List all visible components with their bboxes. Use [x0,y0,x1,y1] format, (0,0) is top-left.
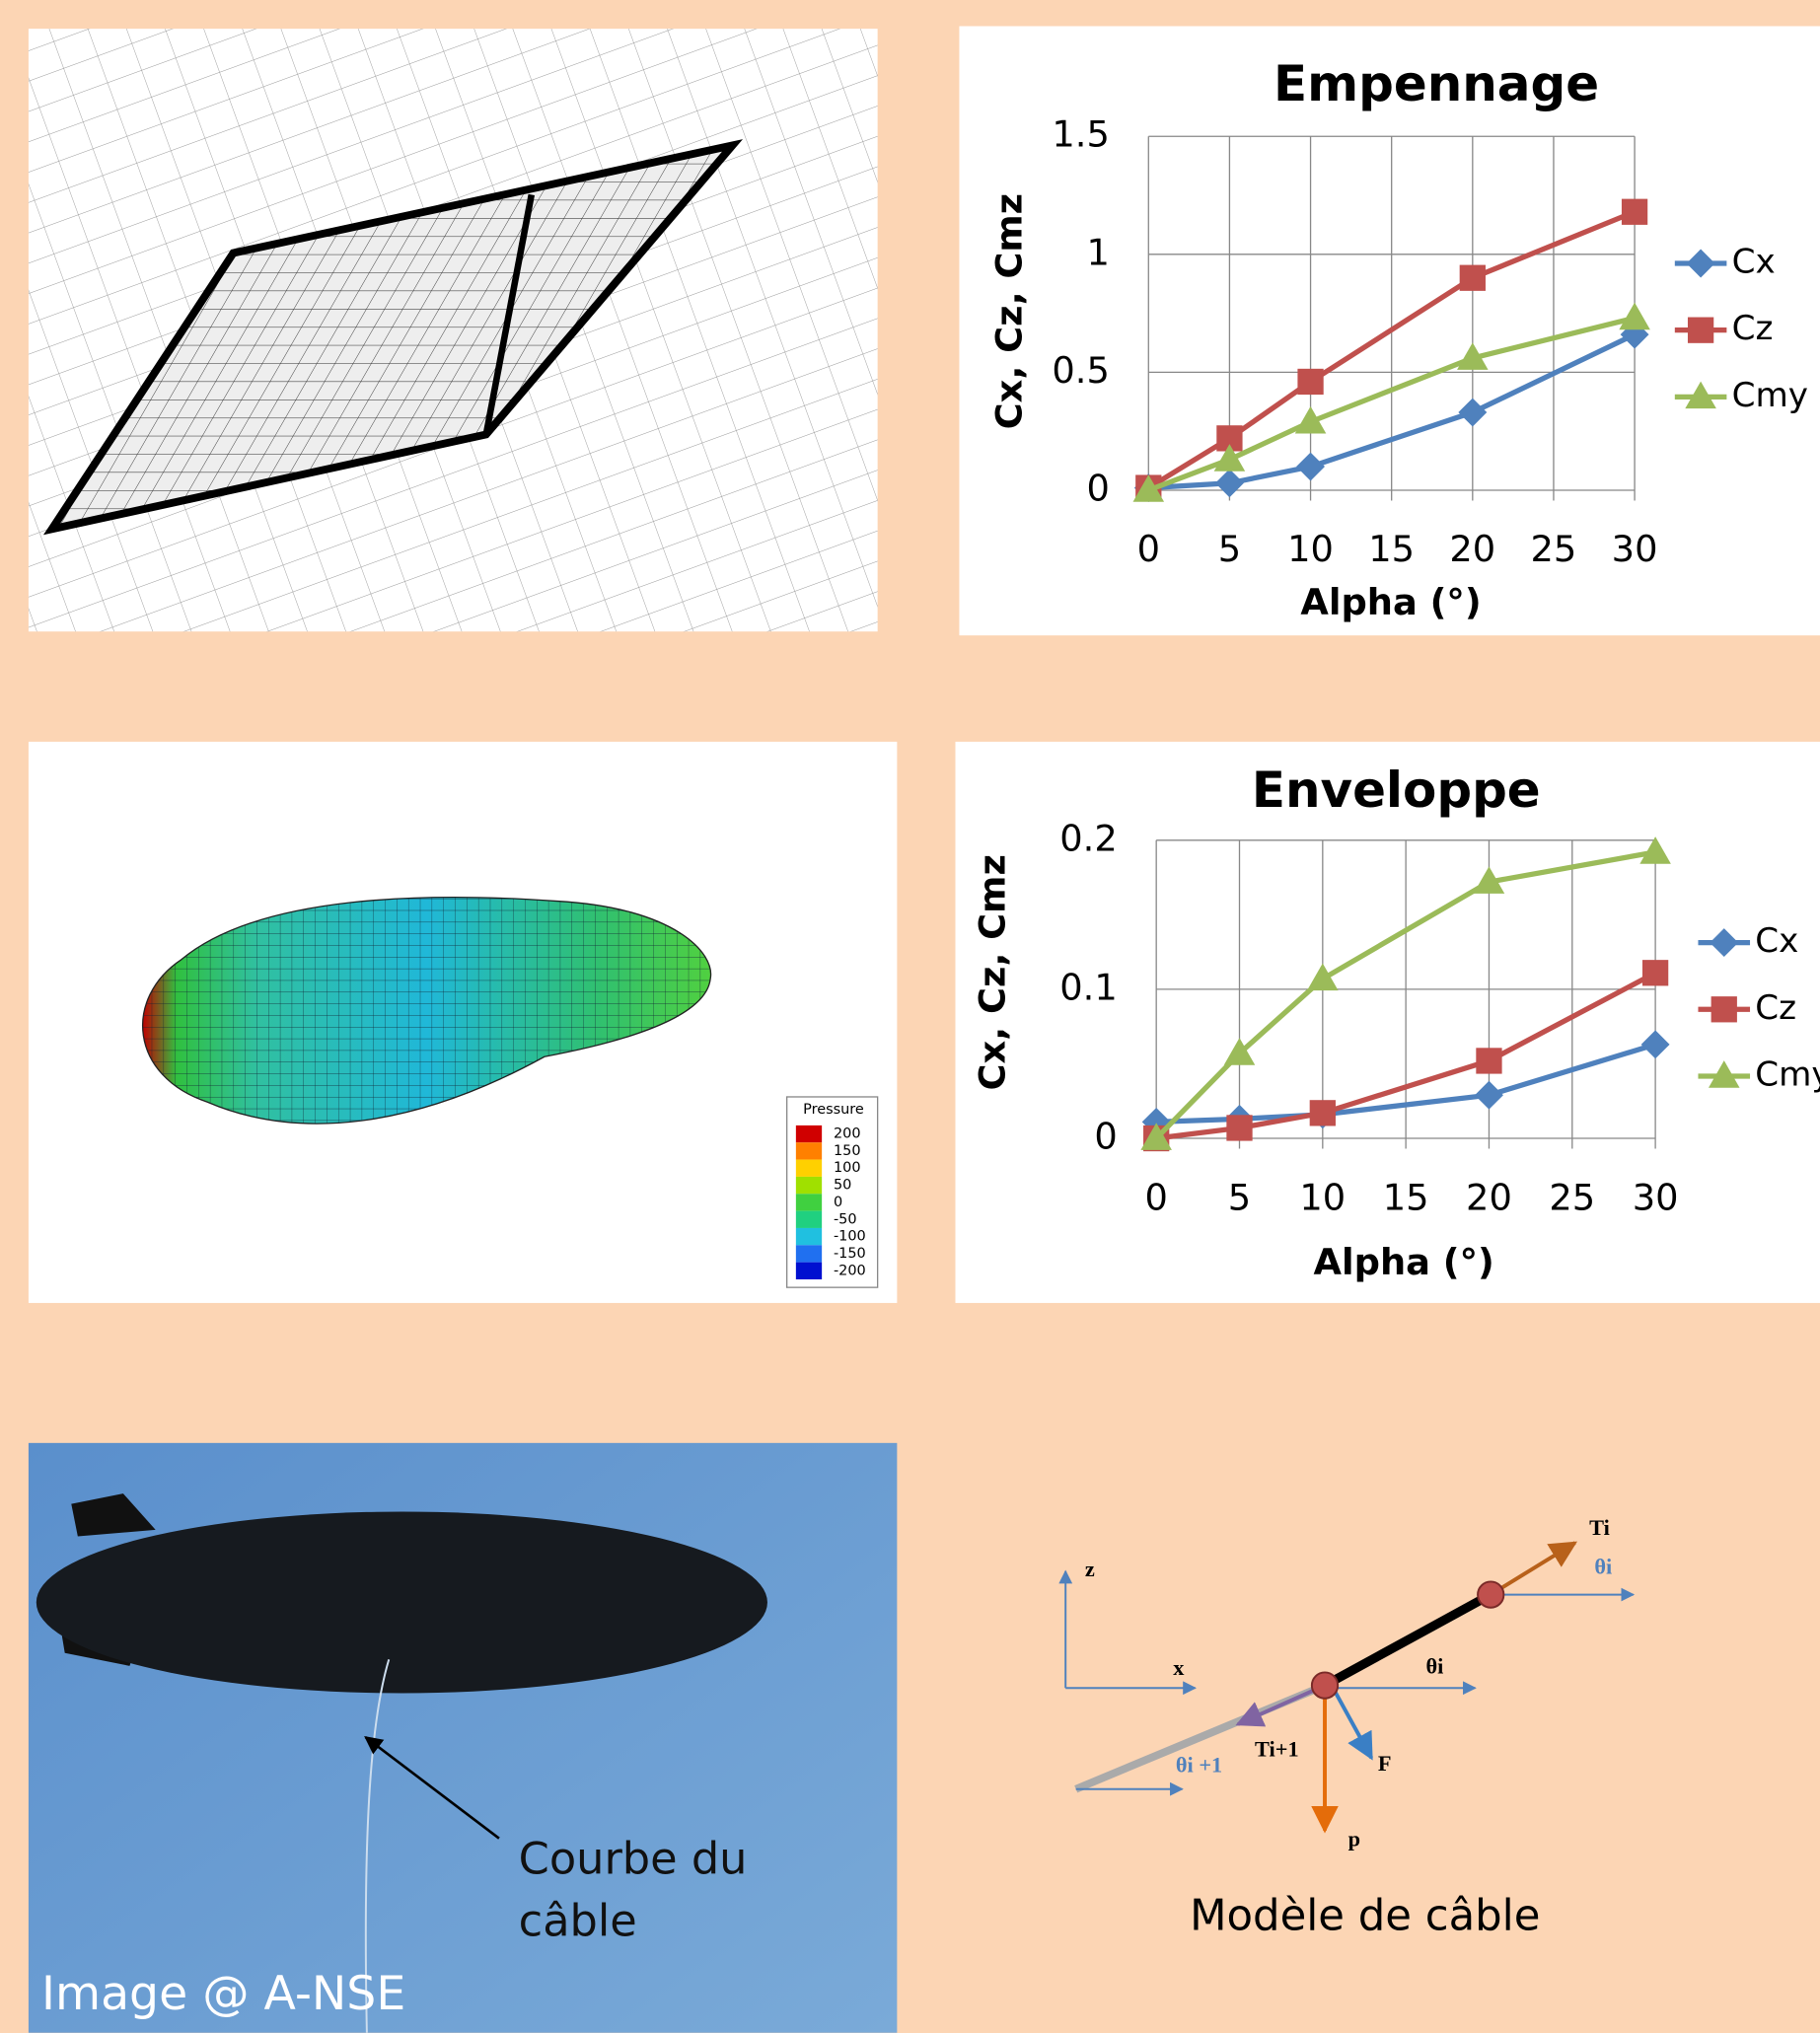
credit: Image @ A-NSE [41,1967,405,2021]
marker [1460,265,1486,291]
legend-label: Cx [1755,921,1798,961]
legend-label: Cx [1732,243,1776,282]
pressure-tick: 200 [834,1126,861,1142]
legend-marker [1688,318,1713,343]
y-tick-label: 1.5 [1052,113,1110,156]
segment [1325,1595,1491,1686]
x-tick-label: 5 [1218,528,1241,570]
x-tick-label: 25 [1531,528,1577,570]
chart-title: Empennage [1274,55,1599,112]
node [1478,1581,1503,1607]
label: z [1085,1557,1095,1581]
pressure-tick: -200 [834,1263,866,1278]
x-tick-label: 10 [1287,528,1334,570]
annotation: câble [519,1895,637,1946]
x-tick-label: 15 [1368,528,1415,570]
force [1238,1686,1325,1724]
label: θi +1 [1176,1752,1222,1777]
pressure-swatch [796,1177,822,1194]
pressure-tick: -150 [834,1246,866,1262]
caption: Modèle de câble [1190,1892,1540,1941]
x-tick-label: 20 [1449,528,1495,570]
y-tick-label: 0.1 [1059,966,1118,1008]
force [1336,1692,1372,1758]
label: x [1173,1655,1185,1680]
annotation: Courbe du [519,1833,748,1884]
pressure-tick: -50 [834,1211,857,1227]
x-tick-label: 5 [1228,1176,1251,1218]
marker [1622,199,1647,225]
marker [1297,369,1323,395]
pressure-tick: 150 [834,1143,861,1159]
pressure-title: Pressure [803,1102,864,1118]
pressure-swatch [796,1160,822,1177]
cable-diagram [1065,1543,1634,1831]
airship [36,1511,767,1693]
chart-title: Enveloppe [1252,762,1541,819]
y-tick-label: 0.5 [1052,349,1110,392]
pressure-swatch [796,1245,822,1262]
label: θi [1426,1654,1444,1679]
pressure-tick: 50 [834,1178,851,1194]
y-axis-label: Cx, Cz, Cmz [971,854,1013,1090]
marker [1476,1048,1501,1073]
x-tick-label: 10 [1299,1176,1346,1218]
x-tick-label: 25 [1549,1176,1595,1218]
pressure-swatch [796,1211,822,1228]
y-tick-label: 0 [1086,467,1109,509]
label: F [1378,1751,1392,1776]
x-tick-label: 30 [1612,528,1658,570]
pressure-swatch [796,1228,822,1245]
label: θi [1594,1554,1612,1578]
pressure-tick: 100 [834,1160,861,1176]
pressure-swatch [796,1194,822,1210]
legend-label: Cz [1732,309,1774,348]
x-tick-label: 30 [1633,1176,1679,1218]
x-tick-label: 15 [1383,1176,1429,1218]
legend-label: Cz [1755,988,1796,1028]
poster: Pressure 200150100500-50-100-150-200 Cou… [0,0,1820,2033]
y-tick-label: 0 [1094,1116,1117,1158]
force [1491,1543,1574,1595]
x-axis-label: Alpha (°) [1314,1241,1494,1283]
x-tick-label: 0 [1144,1176,1167,1218]
marker [1226,1115,1252,1140]
label: Ti [1589,1515,1610,1540]
label: p [1348,1826,1360,1851]
legend-marker [1711,996,1737,1022]
marker [1642,960,1668,985]
y-tick-label: 0.2 [1059,817,1118,859]
pressure-swatch [796,1142,822,1159]
x-tick-label: 20 [1466,1176,1512,1218]
pressure-tick: 0 [834,1195,842,1210]
label: Ti+1 [1255,1737,1299,1762]
node [1312,1672,1338,1698]
pressure-tick: -100 [834,1229,866,1245]
y-axis-label: Cx, Cz, Cmz [988,193,1031,429]
pressure-swatch [796,1263,822,1279]
pressure-swatch [796,1125,822,1142]
x-tick-label: 0 [1137,528,1160,570]
marker [1310,1100,1336,1125]
x-axis-label: Alpha (°) [1300,581,1481,623]
y-tick-label: 1 [1086,231,1109,273]
legend-label: Cmy [1732,376,1808,415]
legend-label: Cmy [1755,1054,1820,1094]
